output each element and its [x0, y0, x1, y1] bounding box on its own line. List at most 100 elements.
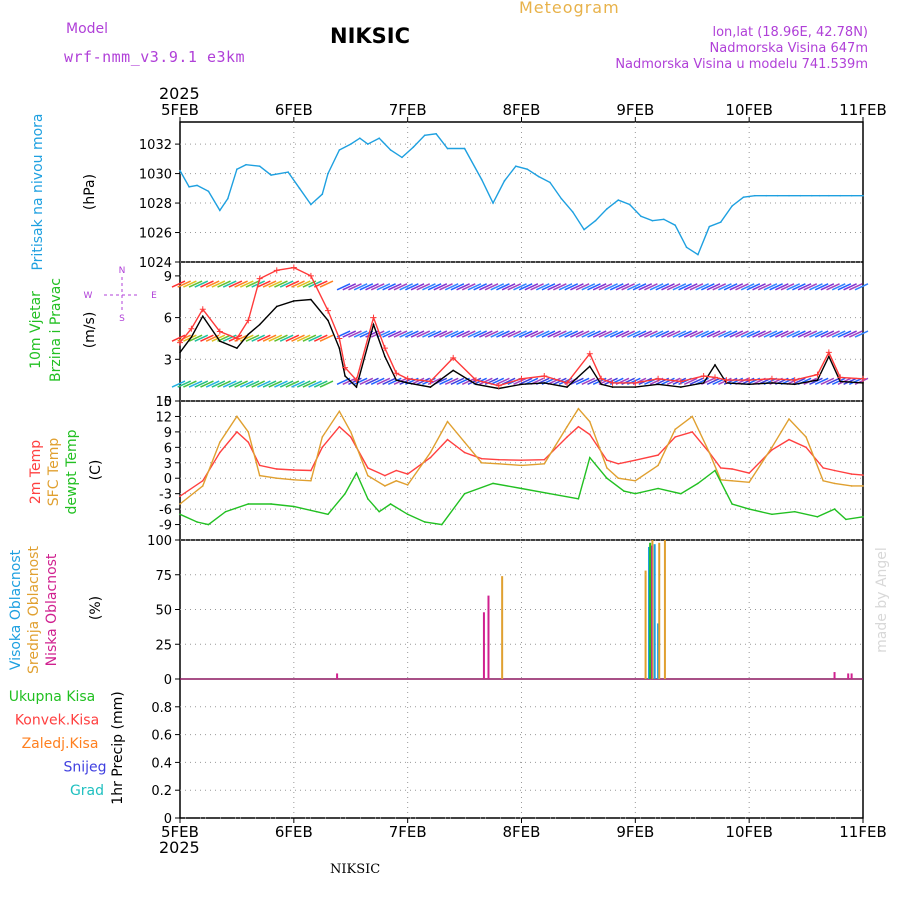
- wind-barb: [205, 380, 220, 388]
- temp-line-dewpt-temp-point: [731, 503, 733, 505]
- wind-barb: [387, 283, 402, 291]
- temp-line-dewpt-temp-point: [441, 523, 443, 526]
- y-tick-label: 0.6: [151, 729, 172, 744]
- wind-speed-line-point: [816, 379, 819, 381]
- temp-line-2m-temp-point: [201, 479, 204, 482]
- temp-line-sfc-temp-point: [429, 451, 432, 454]
- y-tick-label: 1028: [139, 197, 172, 212]
- cloud-bar: [847, 673, 850, 679]
- wind-barb: [575, 377, 590, 386]
- wind-barb: [183, 280, 197, 288]
- wind-speed-line-point: [338, 347, 341, 349]
- wind-barb: [217, 380, 231, 388]
- pressure-line-point: [799, 194, 802, 197]
- wind-speed-line-point: [406, 382, 409, 384]
- wind-barb: [826, 283, 840, 291]
- wind-barb: [735, 283, 749, 291]
- wind-barb: [604, 283, 618, 291]
- temp-line-sfc-temp-point: [310, 479, 312, 482]
- wind-barb: [638, 330, 653, 338]
- day-label-top: 7FEB: [389, 101, 427, 119]
- pressure-line-point: [828, 194, 830, 197]
- wind-barb: [513, 330, 527, 338]
- pressure-line-point: [583, 228, 585, 231]
- wind-barb: [706, 330, 721, 338]
- wind-gust-marker: [723, 377, 730, 384]
- wind-barb: [672, 330, 687, 338]
- wind-barb: [422, 283, 436, 291]
- wind-gust-marker: [768, 375, 775, 382]
- temp-line-dewpt-temp-point: [355, 472, 358, 474]
- wind-gust-marker: [427, 378, 434, 385]
- wind-barb: [792, 283, 806, 291]
- pressure-line-point: [606, 208, 608, 210]
- day-label-bottom: 10FEB: [725, 823, 772, 841]
- wind-barb: [427, 283, 442, 291]
- wind-barb: [393, 283, 408, 291]
- wind-gust-marker: [791, 377, 798, 384]
- temp-line-2m-temp-point: [634, 459, 637, 462]
- wind-barb: [473, 283, 487, 291]
- wind-barb: [433, 283, 448, 291]
- precip-axis-label: 1hr Precip (mm): [110, 691, 126, 804]
- wind-barb: [837, 283, 852, 291]
- wind-barb: [359, 283, 374, 291]
- wind-barb: [792, 330, 806, 338]
- temp-line-dewpt-temp-point: [657, 487, 659, 490]
- wind-gust-marker: [256, 275, 263, 282]
- temp-line-sfc-temp-point: [236, 415, 238, 418]
- temp-line-2m-temp-point: [657, 454, 659, 456]
- wind-barb: [678, 330, 692, 338]
- pressure-line-point: [245, 163, 247, 166]
- y-tick-label: -9: [159, 519, 172, 534]
- wind-barb: [723, 330, 738, 338]
- temp-line-dewpt-temp-point: [406, 513, 409, 516]
- wind-barb: [575, 330, 590, 338]
- wind-gust-marker: [586, 350, 593, 357]
- pressure-line-point: [258, 165, 261, 168]
- pressure-line-point: [731, 205, 733, 207]
- temp-line-sfc-temp-point: [367, 474, 369, 477]
- wind-barb: [183, 380, 197, 388]
- wind-barb: [365, 377, 379, 386]
- wind-barb: [524, 283, 539, 291]
- temp-line-2m-temp-point: [520, 459, 523, 462]
- temp-line-sfc-temp-point: [577, 407, 580, 410]
- wind-barb: [513, 283, 527, 291]
- wind-barb: [831, 377, 846, 386]
- wind-barb: [598, 330, 613, 338]
- wind-barb: [661, 377, 675, 386]
- temp-line-2m-temp-point: [566, 436, 568, 438]
- temp-line-2m-temp-point: [497, 458, 500, 461]
- wind-barb: [222, 280, 237, 288]
- wind-speed-line-point: [179, 351, 181, 354]
- wind-barb: [365, 283, 379, 291]
- wind-barb: [228, 280, 243, 288]
- pressure-line: [179, 133, 863, 256]
- temp-axis-label: dewpt Temp: [64, 429, 80, 514]
- temp-line-dewpt-temp-point: [748, 508, 750, 510]
- wind-barb: [308, 334, 322, 342]
- wind-speed-line-point: [748, 383, 750, 386]
- temp-line-2m-temp-point: [719, 467, 722, 469]
- wind-barb: [348, 330, 362, 338]
- wind-barb: [814, 330, 829, 338]
- wind-barb: [200, 380, 214, 388]
- temp-line-dewpt-temp-point: [179, 513, 181, 516]
- temp-axis-label: 2m Temp: [28, 440, 44, 504]
- temp-line-2m-temp-point: [406, 473, 409, 475]
- wind-barb: [194, 334, 209, 342]
- temp-line-2m-temp-point: [384, 474, 386, 477]
- wind-barb: [461, 330, 476, 338]
- wind-barb: [712, 283, 727, 291]
- wind-barb: [353, 283, 368, 291]
- wind-barb: [274, 334, 288, 342]
- wind-barb: [757, 283, 772, 291]
- cloud-unit: (%): [88, 596, 104, 620]
- wind-barb: [701, 283, 715, 291]
- pressure-line-point: [359, 137, 361, 140]
- wind-barb: [718, 330, 732, 338]
- wind-barb: [854, 330, 869, 338]
- temp-line-sfc-temp-point: [731, 479, 733, 482]
- y-tick-label: 100: [147, 534, 172, 549]
